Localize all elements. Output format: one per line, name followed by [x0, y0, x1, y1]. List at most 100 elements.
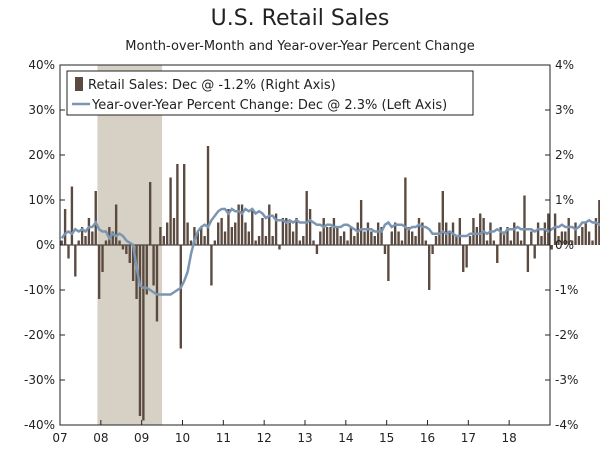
- x-tick-label: 08: [93, 431, 108, 445]
- retail-sales-bar: [441, 191, 444, 245]
- right-tick-label: 3%: [555, 103, 574, 117]
- retail-sales-bar: [499, 227, 502, 245]
- retail-sales-bar: [346, 240, 349, 245]
- retail-sales-bar: [101, 245, 104, 272]
- retail-sales-bar: [206, 146, 210, 245]
- yoy-line: [60, 207, 600, 296]
- retail-sales-bar: [210, 245, 213, 286]
- left-tick-label: -30%: [24, 373, 55, 387]
- retail-sales-bar: [468, 236, 472, 245]
- retail-sales-bar: [295, 218, 298, 245]
- retail-sales-bar: [121, 245, 125, 250]
- retail-sales-bar: [547, 213, 550, 245]
- retail-sales-bar: [329, 227, 332, 245]
- legend-box: [66, 70, 474, 116]
- left-tick-label: 10%: [28, 193, 55, 207]
- retail-sales-bar: [131, 245, 135, 281]
- retail-sales-bar: [203, 236, 206, 245]
- retail-sales-bar: [530, 231, 533, 245]
- retail-sales-bar: [387, 245, 390, 281]
- retail-sales-bar: [472, 218, 475, 245]
- x-tick-label: 15: [379, 431, 394, 445]
- retail-sales-bar: [577, 236, 581, 245]
- retail-sales-bar: [458, 218, 462, 245]
- x-tick-label: 09: [134, 431, 149, 445]
- retail-sales-bar: [363, 231, 366, 245]
- retail-sales-bar: [251, 209, 254, 245]
- retail-sales-bar: [332, 218, 336, 245]
- right-tick-label: -4%: [555, 418, 578, 432]
- retail-sales-bar: [308, 209, 312, 245]
- retail-sales-bar: [111, 231, 114, 245]
- retail-sales-bar: [492, 240, 496, 245]
- retail-sales-bar: [183, 164, 186, 245]
- retail-sales-bar: [564, 231, 567, 245]
- retail-sales-bar: [152, 245, 155, 286]
- retail-sales-bar: [87, 218, 91, 245]
- retail-sales-bar: [162, 236, 165, 245]
- retail-sales-bar: [536, 222, 540, 245]
- retail-sales-bar: [288, 222, 291, 245]
- retail-sales-bar: [213, 240, 217, 245]
- left-tick-label: 0%: [36, 238, 55, 252]
- retail-sales-bar: [176, 164, 179, 245]
- x-tick-label: 16: [420, 431, 435, 445]
- retail-sales-bar: [63, 209, 67, 245]
- retail-sales-bar: [509, 240, 513, 245]
- retail-sales-bar: [220, 218, 223, 245]
- retail-sales-bar: [383, 245, 387, 254]
- x-tick-label: 17: [461, 431, 476, 445]
- retail-sales-bar: [356, 222, 359, 245]
- retail-sales-bar: [570, 240, 574, 245]
- retail-sales-bar: [291, 231, 295, 245]
- retail-sales-bar: [125, 245, 128, 254]
- retail-sales-bar: [479, 213, 482, 245]
- retail-sales-bar: [186, 222, 189, 245]
- retail-sales-bar: [411, 231, 414, 245]
- retail-sales-bar: [138, 245, 142, 416]
- retail-sales-bar: [513, 222, 516, 245]
- retail-sales-bar: [70, 186, 74, 245]
- retail-sales-bar: [217, 222, 220, 245]
- retail-sales-bar: [523, 195, 526, 245]
- retail-sales-bar: [424, 240, 427, 245]
- retail-sales-bar: [519, 240, 523, 245]
- retail-sales-bar: [315, 245, 319, 254]
- x-tick-label: 13: [297, 431, 312, 445]
- retail-sales-bar: [67, 245, 70, 259]
- retail-sales-bar: [526, 245, 530, 272]
- retail-sales-bar: [274, 213, 278, 245]
- retail-sales-bar: [400, 240, 404, 245]
- right-tick-label: 1%: [555, 193, 574, 207]
- retail-sales-bar: [237, 204, 240, 245]
- retail-sales-bar: [516, 231, 519, 245]
- retail-sales-bar: [159, 227, 162, 245]
- right-tick-label: 2%: [555, 148, 574, 162]
- retail-sales-bar: [148, 182, 152, 245]
- left-tick-label: 30%: [28, 103, 55, 117]
- x-tick-label: 10: [175, 431, 190, 445]
- retail-sales-bar: [587, 231, 591, 245]
- retail-sales-bar: [475, 227, 479, 245]
- retail-sales-bar: [305, 191, 308, 245]
- retail-sales-bar: [584, 222, 587, 245]
- retail-sales-bar: [172, 218, 176, 245]
- retail-sales-bar: [574, 222, 577, 245]
- retail-sales-bar: [506, 227, 509, 245]
- retail-sales-bar: [319, 231, 322, 245]
- retail-sales-bar: [196, 231, 199, 245]
- retail-sales-bar: [189, 240, 193, 245]
- retail-sales-bar: [550, 245, 553, 250]
- retail-sales-bar: [380, 227, 383, 245]
- retail-sales-bar: [264, 236, 268, 245]
- retail-sales-bar: [349, 227, 353, 245]
- legend-bar-swatch: [75, 77, 83, 91]
- retail-sales-bar: [407, 227, 410, 245]
- retail-sales-bar: [404, 177, 407, 245]
- retail-sales-bar: [353, 236, 356, 245]
- retail-sales-bar: [142, 245, 145, 421]
- right-tick-label: 0%: [555, 238, 574, 252]
- retail-sales-bar: [322, 218, 325, 245]
- retail-sales-bar: [244, 222, 247, 245]
